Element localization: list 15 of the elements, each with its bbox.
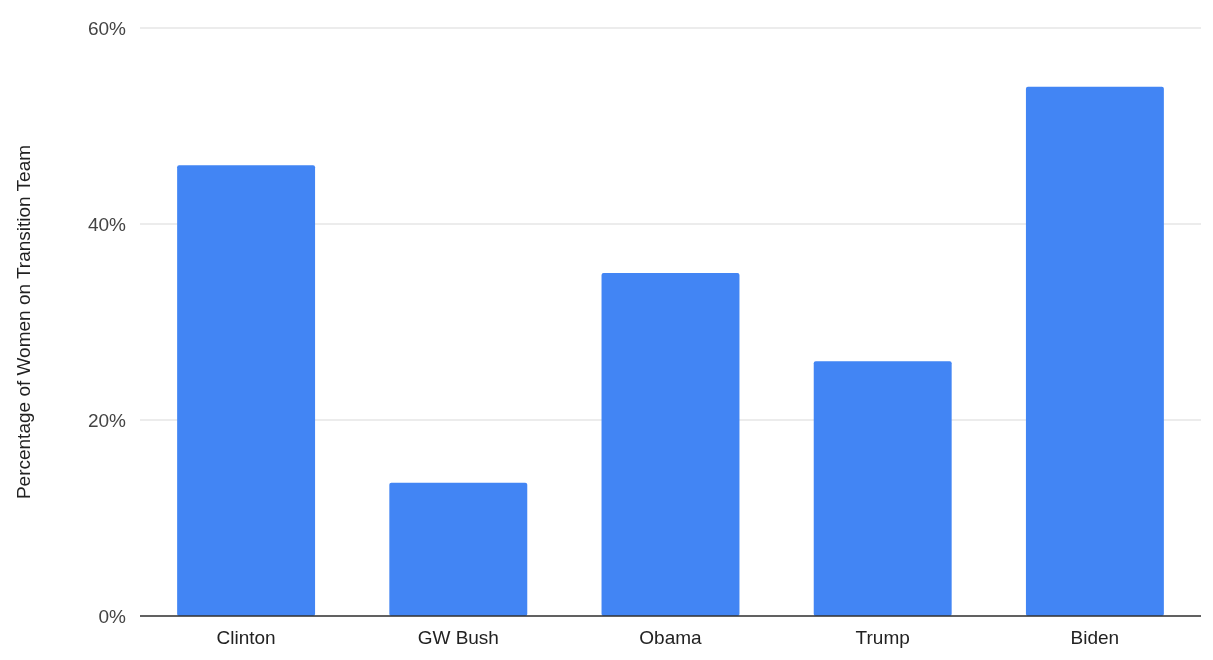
- bar: [601, 273, 740, 616]
- bar: [813, 361, 952, 616]
- x-tick-label: Trump: [855, 627, 910, 648]
- x-tick-label: GW Bush: [417, 627, 499, 648]
- y-tick-label: 20%: [87, 409, 127, 431]
- x-tick-label: Obama: [639, 627, 703, 648]
- x-tick-label: Clinton: [216, 627, 276, 648]
- y-tick-label: 60%: [87, 17, 127, 39]
- y-tick-label: 0%: [98, 605, 127, 627]
- bar: [389, 482, 528, 616]
- bar: [1025, 86, 1164, 616]
- y-axis-title: Percentage of Women on Transition Team: [13, 144, 34, 500]
- x-tick-label: Biden: [1070, 627, 1120, 648]
- bar: [177, 165, 316, 616]
- y-tick-label: 40%: [87, 213, 127, 235]
